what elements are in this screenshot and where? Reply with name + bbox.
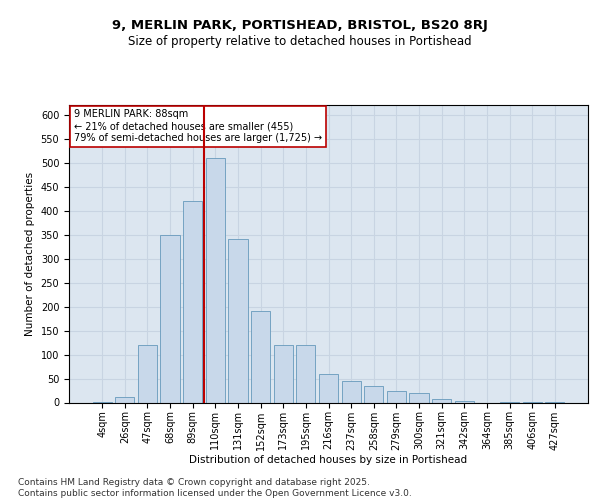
Bar bbox=[138, 345, 157, 403]
Bar bbox=[409, 393, 428, 402]
Text: 9 MERLIN PARK: 88sqm
← 21% of detached houses are smaller (455)
79% of semi-deta: 9 MERLIN PARK: 88sqm ← 21% of detached h… bbox=[74, 110, 322, 142]
X-axis label: Distribution of detached houses by size in Portishead: Distribution of detached houses by size … bbox=[190, 455, 467, 465]
Bar bbox=[183, 201, 202, 402]
Bar bbox=[319, 374, 338, 402]
Bar bbox=[229, 240, 248, 402]
Bar bbox=[296, 345, 316, 403]
Bar bbox=[160, 234, 180, 402]
Bar bbox=[251, 312, 270, 402]
Bar bbox=[432, 398, 451, 402]
Bar bbox=[341, 381, 361, 402]
Y-axis label: Number of detached properties: Number of detached properties bbox=[25, 172, 35, 336]
Bar bbox=[364, 386, 383, 402]
Text: Contains HM Land Registry data © Crown copyright and database right 2025.
Contai: Contains HM Land Registry data © Crown c… bbox=[18, 478, 412, 498]
Text: Size of property relative to detached houses in Portishead: Size of property relative to detached ho… bbox=[128, 34, 472, 48]
Bar bbox=[387, 390, 406, 402]
Bar bbox=[206, 158, 225, 402]
Bar bbox=[455, 401, 474, 402]
Bar bbox=[115, 396, 134, 402]
Bar bbox=[274, 345, 293, 403]
Text: 9, MERLIN PARK, PORTISHEAD, BRISTOL, BS20 8RJ: 9, MERLIN PARK, PORTISHEAD, BRISTOL, BS2… bbox=[112, 20, 488, 32]
